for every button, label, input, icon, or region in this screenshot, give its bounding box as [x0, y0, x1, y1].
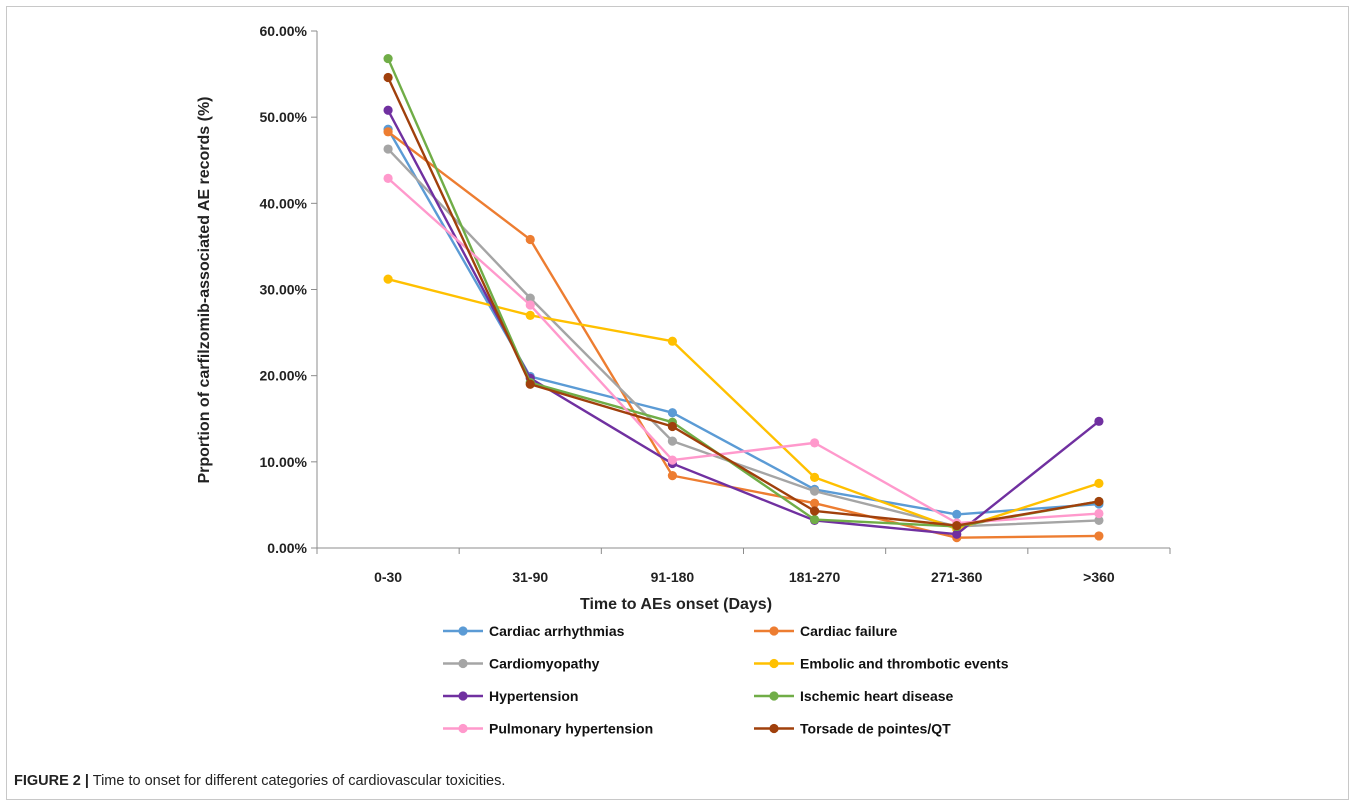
legend-item: Hypertension [443, 688, 578, 704]
x-axis: 0-30 31-90 91-180 181-270 271-360 >360 [316, 547, 1171, 585]
legend-item: Pulmonary hypertension [443, 721, 653, 737]
data-point [525, 379, 535, 389]
y-tick-label: 40.00% [260, 195, 308, 211]
series-line [387, 130, 1099, 539]
legend-label: Hypertension [489, 688, 578, 704]
legend-label: Cardiac failure [800, 623, 897, 639]
legend-item: Cardiac failure [754, 623, 897, 639]
series-torsade-de-pointes-qt [383, 72, 1104, 531]
x-tick-label: 31-90 [512, 569, 548, 585]
data-point [525, 293, 535, 303]
y-axis: 0.00% 10.00% 20.00% 30.00% 40.00% 50.00% 60.00… [260, 23, 318, 556]
series-cardiac-arrhythmias [383, 124, 1104, 519]
legend-marker [458, 723, 468, 734]
data-point [525, 310, 535, 320]
series-line [386, 77, 1100, 527]
data-point [809, 506, 820, 516]
legend-label: Cardiomyopathy [489, 656, 600, 672]
data-point [809, 514, 820, 525]
series-cardiomyopathy [383, 144, 1104, 532]
legend-marker [769, 691, 779, 701]
data-point [383, 53, 393, 64]
figure-caption: FIGURE 2 | Time to onset for different c… [14, 773, 505, 789]
legend-item: Torsade de pointes/QT [754, 721, 951, 737]
data-point [667, 408, 678, 418]
x-tick-label: 271-360 [931, 569, 983, 585]
x-tick-label: 91-180 [651, 569, 695, 585]
x-tick-label: 181-270 [789, 569, 841, 585]
legend: Cardiac arrhythmias Cardiac failure Cardio… [443, 623, 1009, 737]
series-cardiac-failure [383, 127, 1104, 543]
series-hypertension [383, 105, 1104, 539]
series-line [387, 148, 1099, 528]
line-chart: 0.00% 10.00% 20.00% 30.00% 40.00% 50.00% 60.00… [196, 23, 1171, 737]
y-tick-label: 20.00% [260, 368, 308, 384]
legend-label: Cardiac arrhythmias [489, 623, 625, 639]
data-point [809, 438, 820, 448]
data-point [809, 486, 820, 496]
legend-marker [458, 691, 468, 701]
data-point [1094, 508, 1104, 519]
data-point [667, 336, 678, 346]
legend-marker [769, 658, 779, 669]
data-point [1094, 515, 1104, 526]
data-point [383, 72, 393, 83]
legend-item: Ischemic heart disease [754, 688, 954, 704]
y-tick-label: 0.00% [267, 540, 307, 556]
data-point [952, 509, 962, 519]
series-layer [383, 53, 1104, 543]
x-axis-label: Time to AEs onset (Days) [580, 596, 772, 613]
x-tick-label: >360 [1083, 569, 1115, 585]
data-point [667, 421, 678, 432]
legend-label: Embolic and thrombotic events [800, 656, 1009, 672]
data-point [809, 472, 820, 482]
y-tick-label: 30.00% [260, 282, 308, 298]
legend-item: Embolic and thrombotic events [754, 656, 1009, 672]
legend-marker [769, 723, 779, 734]
data-point [952, 520, 962, 531]
legend-marker [769, 626, 779, 636]
data-point [525, 300, 535, 310]
data-point [383, 105, 393, 115]
series-embolic-and-thrombotic-events [383, 274, 1104, 534]
data-point [667, 455, 678, 465]
series-line [387, 128, 1100, 516]
figure-caption-text: Time to onset for different categories o… [92, 773, 506, 789]
data-point [1094, 416, 1104, 426]
y-tick-label: 60.00% [260, 23, 308, 39]
legend-label: Torsade de pointes/QT [800, 721, 951, 737]
data-point [952, 529, 962, 539]
legend-label: Pulmonary hypertension [489, 721, 653, 737]
data-point [667, 471, 678, 481]
figure-caption-label: FIGURE 2 | [14, 773, 89, 789]
series-pulmonary-hypertension [383, 173, 1104, 528]
legend-label: Ischemic heart disease [800, 688, 954, 704]
data-point [1094, 478, 1104, 488]
data-point [1094, 496, 1104, 507]
y-axis-label: Prportion of carfilzomib-associated AE r… [196, 96, 213, 483]
data-point [383, 127, 393, 137]
data-point [383, 274, 393, 284]
data-point [525, 234, 535, 245]
legend-marker [458, 658, 468, 669]
series-ischemic-heart-disease [383, 53, 1104, 532]
data-point [383, 144, 393, 154]
y-tick-label: 10.00% [260, 454, 308, 470]
data-point [809, 498, 820, 508]
legend-item: Cardiac arrhythmias [443, 623, 625, 639]
data-point [383, 173, 393, 183]
data-point [1094, 531, 1104, 541]
data-point [667, 436, 678, 446]
y-tick-label: 50.00% [260, 109, 308, 125]
x-tick-label: 0-30 [374, 569, 402, 585]
legend-marker [458, 626, 468, 636]
legend-item: Cardiomyopathy [443, 656, 600, 672]
figure-frame [6, 6, 1349, 800]
series-line [386, 58, 1100, 528]
